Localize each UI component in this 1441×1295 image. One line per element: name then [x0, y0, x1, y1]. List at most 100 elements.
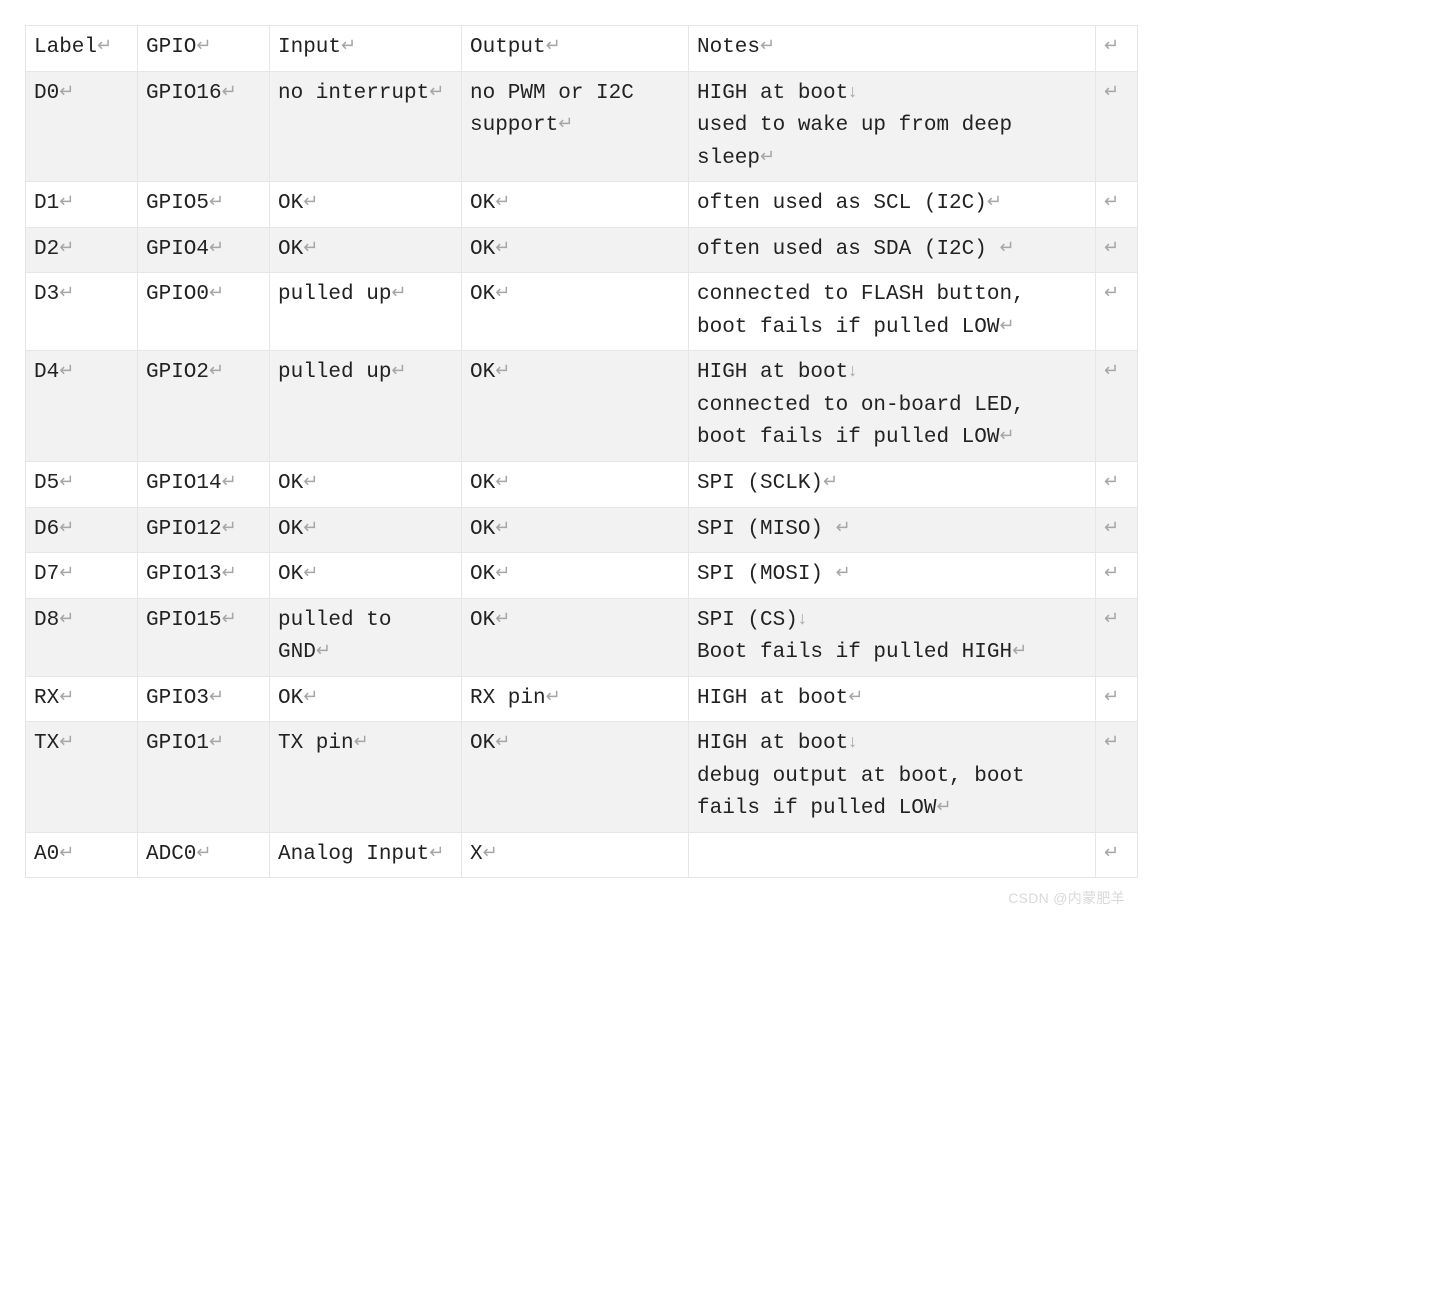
- cell-extra: ↵: [1096, 273, 1138, 351]
- table-row: D7↵GPIO13↵OK↵OK↵SPI (MOSI) ↵↵: [26, 553, 1138, 599]
- cell-text: D8↵: [34, 609, 74, 632]
- cell-text: GPIO5↵: [146, 192, 224, 215]
- table-row: D1↵GPIO5↵OK↵OK↵often used as SCL (I2C)↵↵: [26, 182, 1138, 228]
- cell-gpio: GPIO0↵: [138, 273, 270, 351]
- cell-gpio: GPIO14↵: [138, 462, 270, 508]
- cell-label: D0↵: [26, 71, 138, 182]
- paragraph-mark-icon: ↵: [495, 237, 510, 257]
- cell-text: no PWM or I2C support↵: [470, 82, 634, 138]
- cell-text: D5↵: [34, 472, 74, 495]
- cell-text: Input↵: [278, 36, 356, 59]
- cell-notes: [689, 832, 1096, 878]
- paragraph-mark-icon: ↵: [222, 81, 237, 101]
- paragraph-mark-icon: ↵: [1104, 731, 1119, 751]
- cell-gpio: GPIO1↵: [138, 722, 270, 833]
- paragraph-mark-icon: ↵: [429, 81, 444, 101]
- cell-output: OK↵: [462, 227, 689, 273]
- paragraph-mark-icon: ↵: [429, 842, 444, 862]
- cell-input: Analog Input↵: [270, 832, 462, 878]
- cell-extra: ↵: [1096, 507, 1138, 553]
- cell-notes: connected to FLASH button, boot fails if…: [689, 273, 1096, 351]
- paragraph-mark-icon: ↵: [303, 562, 318, 582]
- cell-gpio: GPIO2↵: [138, 351, 270, 462]
- cell-text: pulled up↵: [278, 361, 406, 384]
- paragraph-mark-icon: ↵: [59, 282, 74, 302]
- cell-gpio: ADC0↵: [138, 832, 270, 878]
- cell-text: ↵: [1104, 609, 1119, 632]
- table-row: D5↵GPIO14↵OK↵OK↵SPI (SCLK)↵↵: [26, 462, 1138, 508]
- cell-text: HIGH at boot↓: [697, 728, 1087, 761]
- cell-text: OK↵: [470, 361, 510, 384]
- paragraph-mark-icon: ↵: [222, 471, 237, 491]
- linebreak-down-icon: ↓: [798, 608, 807, 628]
- cell-gpio: GPIO4↵: [138, 227, 270, 273]
- paragraph-mark-icon: ↵: [1104, 686, 1119, 706]
- table-row: D6↵GPIO12↵OK↵OK↵SPI (MISO) ↵↵: [26, 507, 1138, 553]
- cell-text: connected to on-board LED, boot fails if…: [697, 390, 1087, 455]
- cell-output: X↵: [462, 832, 689, 878]
- cell-text: ↵: [1104, 36, 1119, 59]
- cell-label: RX↵: [26, 676, 138, 722]
- cell-text: OK↵: [278, 687, 318, 710]
- cell-label: D6↵: [26, 507, 138, 553]
- cell-extra: ↵: [1096, 351, 1138, 462]
- cell-text: D0↵: [34, 82, 74, 105]
- cell-extra: ↵: [1096, 462, 1138, 508]
- paragraph-mark-icon: ↵: [1104, 608, 1119, 628]
- cell-notes: often used as SDA (I2C) ↵: [689, 227, 1096, 273]
- cell-text: D6↵: [34, 518, 74, 541]
- cell-text: pulled to GND↵: [278, 609, 391, 665]
- cell-text: D4↵: [34, 361, 74, 384]
- cell-extra: ↵: [1096, 832, 1138, 878]
- cell-text: GPIO3↵: [146, 687, 224, 710]
- cell-input: OK↵: [270, 227, 462, 273]
- paragraph-mark-icon: ↵: [209, 731, 224, 751]
- cell-text: ↵: [1104, 238, 1119, 261]
- cell-text: GPIO14↵: [146, 472, 237, 495]
- cell-output: no PWM or I2C support↵: [462, 71, 689, 182]
- cell-extra: ↵: [1096, 182, 1138, 228]
- paragraph-mark-icon: ↵: [391, 282, 406, 302]
- header-cell-notes: Notes↵: [689, 26, 1096, 72]
- cell-text: D3↵: [34, 283, 74, 306]
- cell-text: often used as SCL (I2C)↵: [697, 192, 1002, 215]
- paragraph-mark-icon: ↵: [999, 425, 1014, 445]
- paragraph-mark-icon: ↵: [222, 562, 237, 582]
- gpio-pinout-table: Label↵GPIO↵Input↵Output↵Notes↵↵D0↵GPIO16…: [25, 25, 1138, 878]
- paragraph-mark-icon: ↵: [59, 237, 74, 257]
- watermark-text: CSDN @内蒙肥羊: [25, 888, 1125, 908]
- paragraph-mark-icon: ↵: [209, 191, 224, 211]
- cell-text: OK↵: [470, 283, 510, 306]
- cell-text: OK↵: [278, 518, 318, 541]
- paragraph-mark-icon: ↵: [495, 562, 510, 582]
- paragraph-mark-icon: ↵: [1104, 35, 1119, 55]
- cell-gpio: GPIO15↵: [138, 598, 270, 676]
- paragraph-mark-icon: ↵: [303, 237, 318, 257]
- paragraph-mark-icon: ↵: [495, 731, 510, 751]
- cell-text: ↵: [1104, 843, 1119, 866]
- paragraph-mark-icon: ↵: [999, 315, 1014, 335]
- cell-gpio: GPIO16↵: [138, 71, 270, 182]
- cell-output: OK↵: [462, 507, 689, 553]
- paragraph-mark-icon: ↵: [1104, 517, 1119, 537]
- cell-input: TX pin↵: [270, 722, 462, 833]
- cell-text: GPIO12↵: [146, 518, 237, 541]
- cell-text: OK↵: [470, 472, 510, 495]
- header-cell-output: Output↵: [462, 26, 689, 72]
- paragraph-mark-icon: ↵: [546, 35, 561, 55]
- paragraph-mark-icon: ↵: [1104, 842, 1119, 862]
- cell-extra: ↵: [1096, 598, 1138, 676]
- paragraph-mark-icon: ↵: [1104, 562, 1119, 582]
- header-cell-gpio: GPIO↵: [138, 26, 270, 72]
- cell-input: no interrupt↵: [270, 71, 462, 182]
- paragraph-mark-icon: ↵: [495, 608, 510, 628]
- cell-text: ↵: [1104, 192, 1119, 215]
- linebreak-down-icon: ↓: [848, 731, 857, 751]
- cell-label: D2↵: [26, 227, 138, 273]
- paragraph-mark-icon: ↵: [196, 35, 211, 55]
- cell-text: OK↵: [470, 238, 510, 261]
- cell-text: ↵: [1104, 472, 1119, 495]
- paragraph-mark-icon: ↵: [341, 35, 356, 55]
- cell-notes: HIGH at boot↵: [689, 676, 1096, 722]
- table-row: D4↵GPIO2↵pulled up↵OK↵HIGH at boot↓conne…: [26, 351, 1138, 462]
